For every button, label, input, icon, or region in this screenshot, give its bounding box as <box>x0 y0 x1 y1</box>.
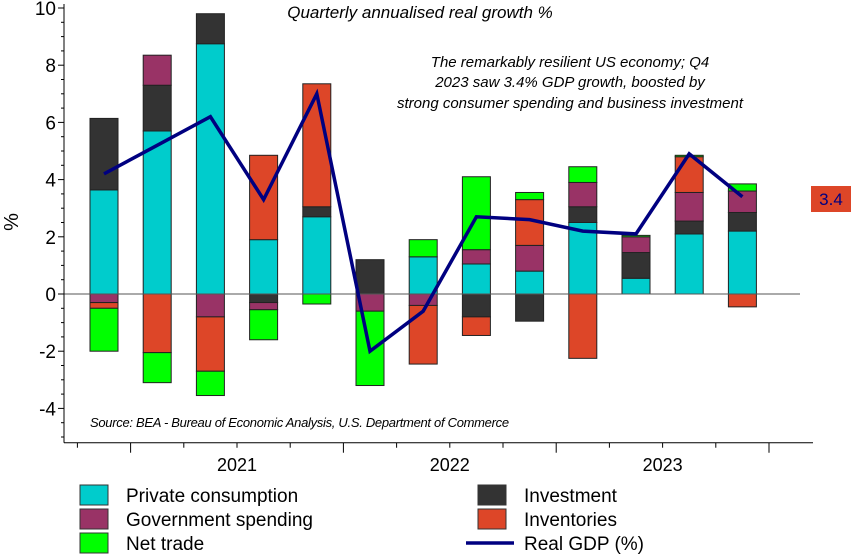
bar-segment-inventories <box>462 317 490 336</box>
bar-segment-net-trade <box>143 353 171 383</box>
bar-segment-investment <box>303 207 331 217</box>
legend-swatch <box>80 485 108 505</box>
y-tick-label: 0 <box>45 285 56 306</box>
bar-segment-private-consumption <box>196 44 224 294</box>
last-value-label: 3.4 <box>819 190 843 209</box>
legend-label: Inventories <box>524 510 617 531</box>
legend-item-private-consumption: Private consumption <box>80 485 298 507</box>
bar-segment-investment <box>569 207 597 223</box>
bar-segment-inventories <box>196 317 224 371</box>
bar-segment-investment <box>90 118 118 190</box>
chart-title: Quarterly annualised real growth % <box>287 3 553 22</box>
bar-segment-net-trade <box>250 310 278 340</box>
legend-item-net-trade: Net trade <box>80 533 204 555</box>
x-tick-label: 2022 <box>430 455 470 475</box>
bar-segment-investment <box>622 253 650 279</box>
bar-segment-net-trade <box>409 240 437 257</box>
bar-segment-inventories <box>90 303 118 309</box>
bar-segment-investment <box>143 85 171 131</box>
bar-segment-inventories <box>569 294 597 358</box>
bar-segment-government-spending <box>196 294 224 317</box>
annotation-line-1: The remarkably resilient US economy; Q4 <box>431 54 709 71</box>
bar-segment-government-spending <box>569 182 597 206</box>
y-tick-label: -2 <box>39 342 56 363</box>
bar-segment-private-consumption <box>250 240 278 294</box>
bar-segment-investment <box>462 294 490 317</box>
bar-segment-government-spending <box>250 303 278 310</box>
bar-segment-private-consumption <box>516 271 544 294</box>
bar-segment-private-consumption <box>728 231 756 294</box>
y-tick-label: 10 <box>35 0 56 20</box>
legend-swatch <box>80 533 108 553</box>
bar-segment-inventories <box>728 294 756 307</box>
bar-segment-net-trade <box>569 167 597 183</box>
bar-segment-inventories <box>409 305 437 364</box>
legend-label: Net trade <box>126 534 204 555</box>
y-tick-label: 4 <box>45 171 56 192</box>
bar-segment-private-consumption <box>303 217 331 294</box>
annotation-line-2: 2023 saw 3.4% GDP growth, boosted by <box>434 74 706 91</box>
legend-label: Private consumption <box>126 486 298 507</box>
bar-segment-investment <box>675 221 703 234</box>
y-tick-label: 8 <box>45 56 56 77</box>
legend-label: Real GDP (%) <box>524 534 644 555</box>
bar-segment-inventories <box>143 294 171 353</box>
bar-segment-private-consumption <box>675 234 703 294</box>
bar-segment-investment <box>250 294 278 303</box>
legend-item-government-spending: Government spending <box>80 509 313 531</box>
legend-label: Investment <box>524 486 618 507</box>
bar-segment-private-consumption <box>462 264 490 294</box>
annotation-line-3: strong consumer spending and business in… <box>397 95 744 112</box>
bar-segment-investment <box>196 14 224 44</box>
bar-segment-government-spending <box>143 55 171 85</box>
source-note: Source: BEA - Bureau of Economic Analysi… <box>90 415 509 430</box>
bar-segment-government-spending <box>728 191 756 212</box>
bar-segment-government-spending <box>675 192 703 221</box>
bar-segment-investment <box>728 212 756 231</box>
legend-item-investment: Investment <box>478 485 618 507</box>
legend-swatch <box>478 485 506 505</box>
legend: Private consumption Investment Government … <box>80 485 644 555</box>
bar-segment-private-consumption <box>409 257 437 294</box>
bar-segment-government-spending <box>462 250 490 264</box>
x-tick-label: 2023 <box>643 455 683 475</box>
bar-segment-net-trade <box>462 177 490 250</box>
y-tick-label: 6 <box>45 113 56 134</box>
bar-segment-net-trade <box>196 371 224 395</box>
bar-segment-government-spending <box>622 237 650 253</box>
y-axis-label: % <box>1 213 23 231</box>
legend-swatch <box>80 509 108 529</box>
bar-segment-private-consumption <box>622 278 650 294</box>
x-tick-label: 2021 <box>217 455 257 475</box>
legend-label: Government spending <box>126 510 313 531</box>
bar-segment-net-trade <box>90 308 118 351</box>
legend-swatch <box>478 509 506 529</box>
bar-segment-private-consumption <box>143 131 171 294</box>
bar-segment-government-spending <box>90 294 118 303</box>
legend-item-real-gdp: Real GDP (%) <box>466 534 644 555</box>
bar-segment-private-consumption <box>90 190 118 294</box>
bar-segment-net-trade <box>516 192 544 199</box>
bar-segment-investment <box>356 260 384 294</box>
bar-segment-net-trade <box>303 294 331 304</box>
bar-segment-government-spending <box>516 245 544 271</box>
bar-segment-investment <box>516 294 544 321</box>
y-tick-label: 2 <box>45 228 56 249</box>
legend-item-inventories: Inventories <box>478 509 617 531</box>
y-tick-label: -4 <box>39 399 56 420</box>
